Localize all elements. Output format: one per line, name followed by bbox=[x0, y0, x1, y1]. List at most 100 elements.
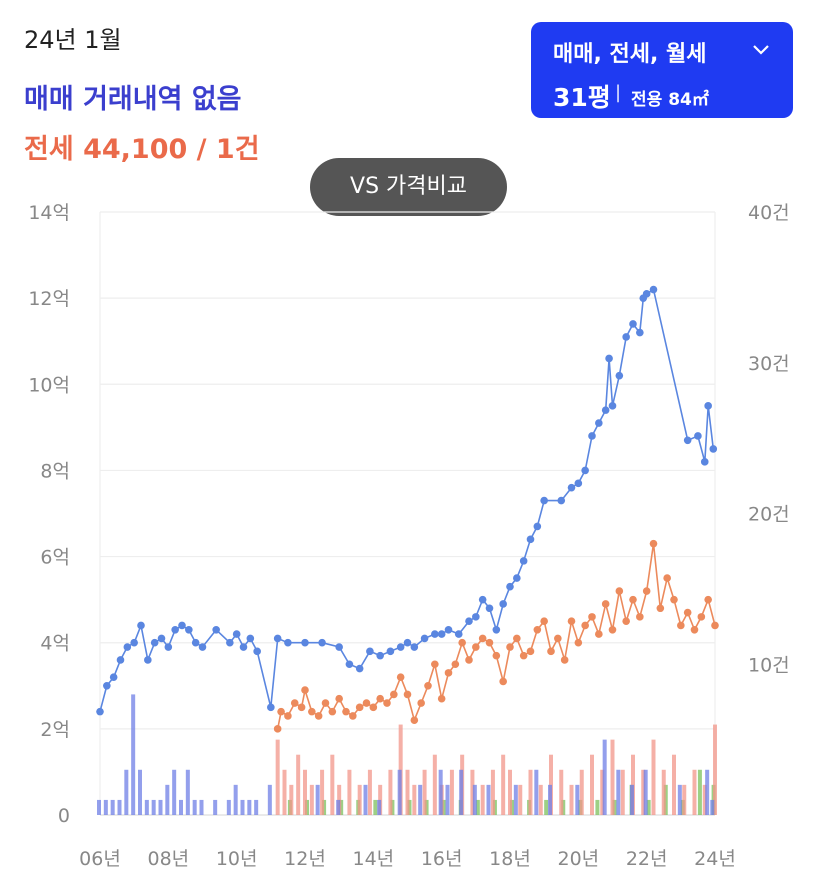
volume-bar-sale bbox=[213, 799, 218, 815]
volume-bar-sale bbox=[397, 769, 402, 815]
jeonse-price-point bbox=[704, 595, 712, 604]
sale-price-point bbox=[540, 496, 548, 505]
volume-bar-sale bbox=[138, 769, 142, 815]
sale-price-point bbox=[301, 638, 309, 647]
sale-price-point bbox=[103, 681, 111, 690]
volume-bar-jeonse bbox=[620, 769, 625, 815]
jeonse-price-point bbox=[290, 699, 299, 707]
volume-bar-sale bbox=[165, 784, 170, 815]
sale-price-point bbox=[144, 656, 152, 664]
volume-bar-jeonse bbox=[579, 769, 584, 815]
volume-bar-sale bbox=[643, 769, 648, 815]
volume-bar-sale bbox=[575, 784, 580, 815]
jeonse-price-point bbox=[355, 703, 364, 712]
sale-price-point bbox=[345, 660, 354, 669]
volume-bar-jeonse bbox=[388, 769, 393, 815]
sale-price-point bbox=[273, 634, 282, 643]
volume-bar-jeonse bbox=[702, 784, 707, 815]
sale-price-point bbox=[492, 625, 501, 634]
volume-bar-sale bbox=[548, 784, 552, 815]
volume-bar-jeonse bbox=[641, 769, 646, 815]
sale-price-point bbox=[472, 613, 480, 621]
jeonse-price-point bbox=[410, 716, 419, 725]
volume-bar-sale bbox=[226, 799, 231, 815]
sale-price-point bbox=[704, 402, 712, 410]
x-tick-label: 16년 bbox=[421, 848, 463, 870]
sale-price-point bbox=[226, 638, 234, 647]
volume-bar-jeonse bbox=[600, 769, 605, 815]
x-tick-label: 08년 bbox=[147, 848, 189, 870]
jeonse-price-point bbox=[649, 539, 658, 548]
volume-bar-sale bbox=[616, 769, 621, 815]
volume-bar-jeonse bbox=[289, 784, 294, 815]
jeonse-price-line bbox=[276, 543, 716, 730]
volume-bar-jeonse bbox=[672, 754, 676, 815]
sale-price-point bbox=[410, 643, 419, 651]
jeonse-price-point bbox=[711, 621, 719, 630]
sale-price-point bbox=[437, 630, 446, 638]
volume-bar-jeonse bbox=[651, 739, 656, 815]
volume-bar-jeonse bbox=[538, 784, 543, 815]
y-left-tick-label: 14억 bbox=[28, 202, 70, 224]
sale-price-point bbox=[506, 582, 514, 591]
volume-bar-jeonse bbox=[320, 769, 325, 815]
volume-bar-sale bbox=[418, 784, 423, 815]
sale-price-point bbox=[403, 638, 412, 647]
sale-price-point bbox=[318, 638, 326, 647]
sale-price-point bbox=[683, 436, 692, 445]
volume-bar-jeonse bbox=[367, 769, 372, 815]
sale-price-point bbox=[629, 320, 637, 328]
volume-bar-jeonse bbox=[559, 769, 564, 815]
jeonse-price-point bbox=[465, 656, 473, 664]
jeonse-price-point bbox=[663, 574, 671, 582]
sale-price-point bbox=[574, 479, 583, 488]
volume-bar-jeonse bbox=[518, 784, 523, 815]
jeonse-price-point bbox=[376, 694, 384, 703]
pyeong-label: 31평 bbox=[553, 83, 611, 112]
deal-type-label: 매매, 전세, 월세 bbox=[553, 42, 707, 67]
jeonse-price-point bbox=[622, 617, 630, 625]
jeonse-price-point bbox=[451, 660, 460, 669]
volume-bar-monthly bbox=[544, 799, 549, 815]
jeonse-price-point bbox=[656, 604, 665, 613]
jeonse-price-point bbox=[383, 699, 391, 707]
jeonse-price-point bbox=[636, 613, 644, 621]
sale-price-point bbox=[376, 651, 384, 660]
volume-bar-sale bbox=[438, 769, 443, 815]
sale-price-point bbox=[649, 285, 658, 294]
volume-bar-jeonse bbox=[528, 769, 533, 815]
jeonse-price-point bbox=[431, 660, 439, 669]
y-left-tick-label: 10억 bbox=[28, 374, 70, 396]
sale-price-point bbox=[130, 638, 138, 647]
deal-filter-button[interactable]: 매매, 전세, 월세 31평 | 전용 84㎡ bbox=[531, 22, 793, 118]
volume-bar-jeonse bbox=[275, 739, 280, 815]
volume-bar-sale bbox=[131, 694, 136, 815]
volume-bar-jeonse bbox=[569, 784, 574, 815]
jeonse-price-point bbox=[308, 707, 316, 716]
sale-price-point bbox=[185, 625, 193, 634]
jeonse-price-point bbox=[581, 621, 589, 630]
x-tick-label: 24년 bbox=[694, 848, 736, 870]
sale-price-point bbox=[420, 634, 429, 643]
volume-bar-monthly bbox=[646, 799, 651, 815]
sale-price-point bbox=[581, 466, 589, 475]
volume-bar-jeonse bbox=[449, 769, 454, 815]
jeonse-price-point bbox=[697, 613, 706, 621]
volume-bar-sale bbox=[336, 799, 341, 815]
jeonse-price-point bbox=[273, 725, 282, 733]
vs-compare-button[interactable]: VS 가격비교 bbox=[310, 158, 507, 216]
volume-bar-jeonse bbox=[309, 784, 314, 815]
jeonse-price-point bbox=[506, 643, 514, 651]
sale-price-point bbox=[239, 643, 248, 651]
volume-bar-sale bbox=[459, 769, 464, 815]
jeonse-price-point bbox=[608, 625, 617, 634]
jeonse-price-point bbox=[417, 699, 425, 707]
volume-bar-sale bbox=[486, 784, 491, 815]
jeonse-price-point bbox=[690, 625, 699, 634]
sale-price-point bbox=[253, 647, 261, 656]
volume-bar-sale bbox=[110, 799, 115, 815]
sale-price-point bbox=[366, 647, 374, 656]
sale-price-point bbox=[212, 625, 220, 634]
volume-bar-jeonse bbox=[357, 784, 362, 815]
volume-bar-sale bbox=[705, 769, 710, 815]
